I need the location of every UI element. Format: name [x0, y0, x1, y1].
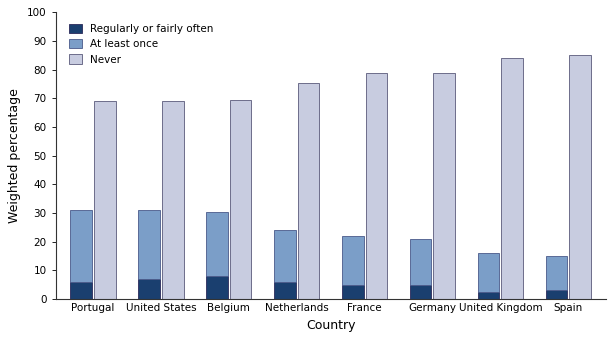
Bar — [274, 282, 295, 299]
Bar — [342, 236, 363, 285]
Bar — [298, 83, 319, 299]
Bar — [206, 211, 228, 276]
Bar — [546, 256, 567, 290]
Bar — [162, 101, 184, 299]
Bar — [94, 101, 115, 299]
Bar — [342, 285, 363, 299]
Bar — [206, 276, 228, 299]
Y-axis label: Weighted percentage: Weighted percentage — [9, 88, 21, 223]
Bar — [433, 72, 455, 299]
Bar — [410, 239, 432, 285]
Bar — [502, 58, 523, 299]
Bar — [70, 210, 92, 282]
Bar — [478, 253, 499, 292]
Bar — [410, 285, 432, 299]
Bar — [569, 55, 591, 299]
Bar — [70, 282, 92, 299]
X-axis label: Country: Country — [306, 319, 356, 332]
Bar — [546, 290, 567, 299]
Bar — [365, 72, 387, 299]
Bar — [138, 210, 160, 279]
Bar — [230, 100, 252, 299]
Bar — [138, 279, 160, 299]
Legend: Regularly or fairly often, At least once, Never: Regularly or fairly often, At least once… — [65, 19, 218, 69]
Bar — [274, 230, 295, 282]
Bar — [478, 292, 499, 299]
